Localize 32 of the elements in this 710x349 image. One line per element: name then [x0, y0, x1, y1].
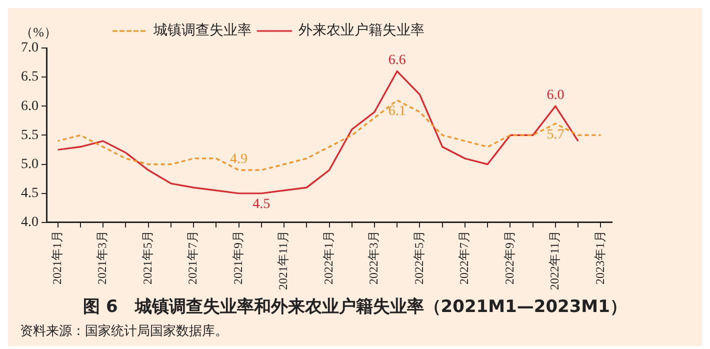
- data-label: 6.6: [388, 52, 406, 68]
- data-label: 6.1: [388, 104, 406, 120]
- x-tick-label: 2022年11月: [548, 230, 562, 290]
- x-tick-label: 2022年9月: [502, 230, 516, 284]
- x-tick-label: 2021年9月: [230, 230, 245, 284]
- y-tick-label: 6.5: [21, 70, 38, 85]
- data-label: 4.5: [252, 197, 270, 212]
- y-tick-label: 4.0: [21, 215, 38, 230]
- data-label: 5.7: [546, 127, 564, 142]
- x-tick-label: 2022年7月: [457, 230, 472, 284]
- y-tick-label: 7.0: [21, 40, 38, 56]
- legend-label: 外来农业户籍失业率: [298, 22, 424, 39]
- line-series: [57, 100, 602, 171]
- x-tick-label: 2022年3月: [366, 230, 381, 284]
- y-tick-label: 4.5: [21, 186, 38, 202]
- y-tick-label: 5.0: [21, 156, 38, 172]
- text: 图 6 城镇调查失业率和外来农业户籍失业率（2021M1—2023M1）: [82, 296, 628, 318]
- x-tick-label: 2021年5月: [140, 230, 154, 284]
- y-tick-label: 5.5: [21, 128, 38, 143]
- x-tick-label: 2021年11月: [276, 230, 290, 290]
- data-label: 4.9: [230, 152, 248, 167]
- legend-label: 城镇调查失业率: [152, 22, 252, 39]
- x-tick-label: 2021年1月: [50, 230, 64, 284]
- y-axis-title: （%）: [20, 24, 57, 40]
- x-tick-label: 2023年1月: [592, 230, 607, 284]
- y-tick-label: 6.0: [21, 98, 38, 114]
- x-tick-label: 2021年3月: [95, 230, 110, 284]
- x-tick-label: 2021年7月: [186, 230, 200, 284]
- x-tick-label: 2022年1月: [321, 230, 336, 284]
- data-label: 6.0: [546, 88, 564, 103]
- text: 资料来源：国家统计局国家数据库。: [19, 322, 229, 340]
- x-tick-label: 2022年5月: [412, 230, 426, 284]
